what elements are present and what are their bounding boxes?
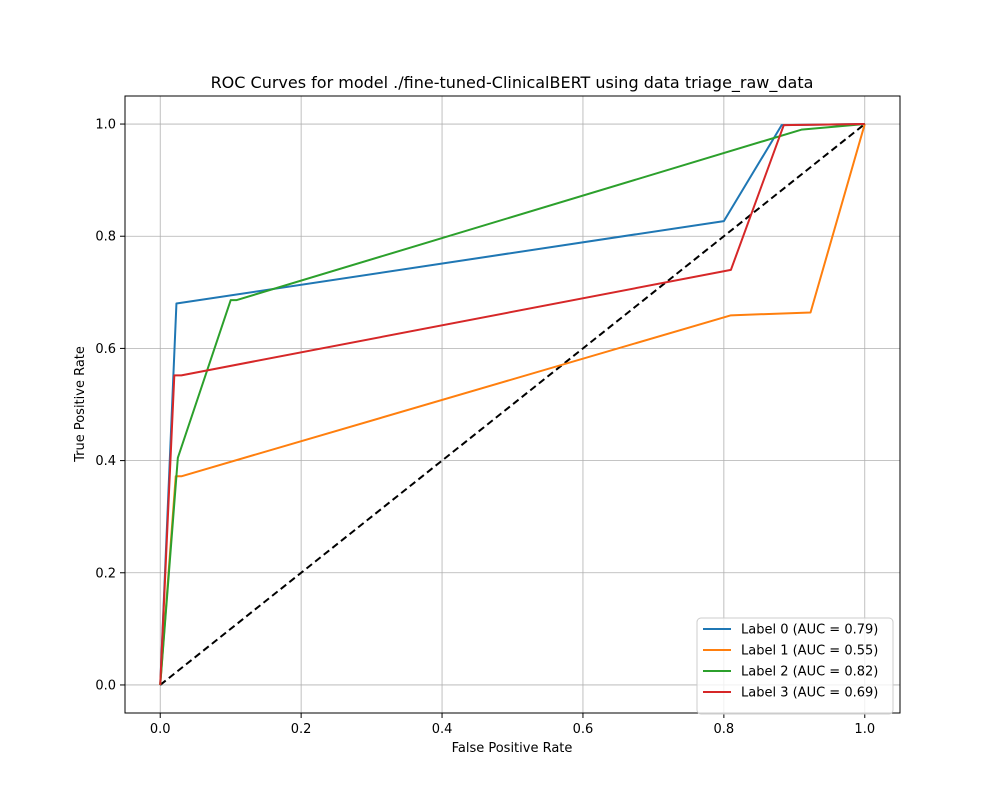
legend: Label 0 (AUC = 0.79) Label 1 (AUC = 0.55)… bbox=[696, 617, 894, 715]
x-tick-label: 0.8 bbox=[714, 722, 735, 737]
reference-diagonal bbox=[159, 123, 866, 686]
roc-curve-label-2 bbox=[159, 123, 865, 686]
y-tick-label: 1.0 bbox=[95, 118, 116, 133]
y-tick-label: 0.4 bbox=[95, 454, 116, 469]
y-axis-label: True Positive Rate bbox=[73, 346, 88, 463]
roc-curve-label-3 bbox=[159, 123, 865, 685]
series-group bbox=[159, 123, 866, 686]
y-tick-label: 0.0 bbox=[95, 678, 116, 693]
y-tick-label: 0.2 bbox=[95, 566, 116, 581]
legend-box bbox=[696, 617, 894, 715]
legend-label: Label 0 (AUC = 0.79) bbox=[741, 623, 878, 638]
plot-frame bbox=[124, 95, 901, 714]
chance-line bbox=[159, 123, 866, 686]
x-tick-label: 1.0 bbox=[854, 722, 875, 737]
x-tick-label: 0.0 bbox=[150, 722, 171, 737]
grid bbox=[125, 96, 900, 713]
x-tick-label: 0.6 bbox=[573, 722, 594, 737]
y-tick-label: 0.8 bbox=[95, 230, 116, 245]
x-tick-label: 0.4 bbox=[432, 722, 453, 737]
x-axis-ticks: 0.0 0.2 0.4 0.6 0.8 1.0 bbox=[150, 713, 875, 737]
legend-label: Label 3 (AUC = 0.69) bbox=[741, 686, 878, 701]
legend-label: Label 1 (AUC = 0.55) bbox=[741, 644, 878, 659]
x-tick-label: 0.2 bbox=[291, 722, 312, 737]
legend-label: Label 2 (AUC = 0.82) bbox=[741, 665, 878, 680]
chart-title: ROC Curves for model ./fine-tuned-Clinic… bbox=[211, 73, 814, 93]
y-axis-ticks: 0.0 0.2 0.4 0.6 0.8 1.0 bbox=[95, 118, 125, 693]
x-axis-label: False Positive Rate bbox=[452, 741, 573, 756]
y-tick-label: 0.6 bbox=[95, 342, 116, 357]
